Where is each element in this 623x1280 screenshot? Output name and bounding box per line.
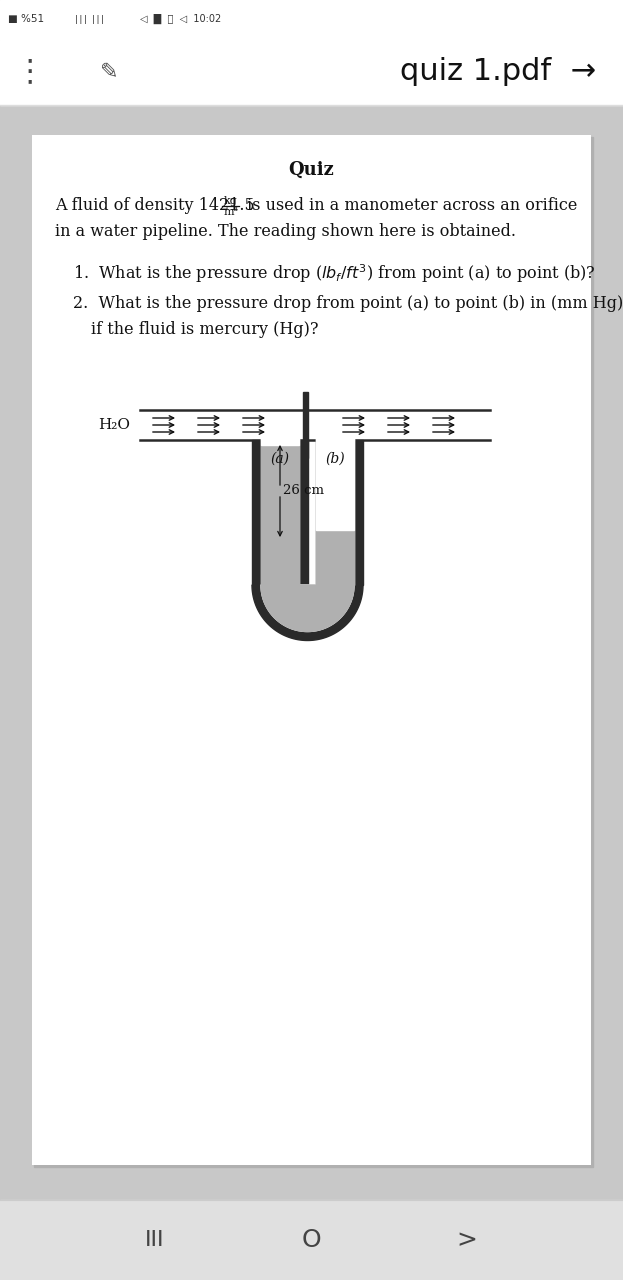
Text: is used in a manometer across an orifice: is used in a manometer across an orifice — [242, 197, 577, 215]
Bar — [316, 438, 354, 585]
Text: III: III — [145, 1230, 164, 1251]
Bar — [0, 1201, 623, 1280]
Bar — [140, 410, 490, 440]
Bar — [52, 61, 74, 84]
Bar — [32, 134, 591, 1165]
Text: ⋮: ⋮ — [14, 58, 44, 87]
Bar — [316, 530, 354, 585]
Text: m³: m³ — [224, 207, 239, 218]
Text: in a water pipeline. The reading shown here is obtained.: in a water pipeline. The reading shown h… — [55, 224, 516, 241]
Polygon shape — [252, 585, 363, 640]
Text: 2.  What is the pressure drop from point (a) to point (b) in (mm Hg): 2. What is the pressure drop from point … — [73, 296, 623, 312]
Bar — [34, 137, 593, 1167]
Text: ✎: ✎ — [100, 61, 118, 82]
Text: ■ %51: ■ %51 — [8, 14, 44, 24]
Bar — [0, 40, 623, 105]
Bar — [0, 0, 623, 40]
Text: O: O — [301, 1228, 321, 1252]
Bar — [316, 436, 354, 440]
Text: quiz 1.pdf  →: quiz 1.pdf → — [400, 58, 596, 87]
Text: 26 cm: 26 cm — [283, 485, 324, 498]
Bar — [316, 440, 354, 530]
Bar — [354, 440, 363, 585]
Polygon shape — [261, 585, 354, 631]
Bar — [316, 440, 325, 585]
Bar — [299, 440, 308, 585]
Bar — [303, 392, 308, 458]
Polygon shape — [261, 585, 354, 631]
Text: 1.  What is the pressure drop ($\mathit{lb_f/ft^3}$) from point (a) to point (b): 1. What is the pressure drop ($\mathit{l… — [73, 262, 596, 285]
Text: (b): (b) — [325, 452, 345, 466]
Text: H₂O: H₂O — [98, 419, 130, 431]
Text: ◁  █  ⏰  ◁  10:02: ◁ █ ⏰ ◁ 10:02 — [140, 14, 221, 24]
Bar — [261, 440, 299, 445]
Bar — [252, 440, 261, 585]
Text: (a): (a) — [270, 452, 290, 466]
Text: | | |  | | |: | | | | | | — [75, 14, 104, 23]
Bar — [261, 445, 299, 585]
Text: >: > — [457, 1228, 477, 1252]
Bar — [261, 436, 299, 440]
Text: kg: kg — [224, 196, 237, 206]
Text: Quiz: Quiz — [288, 161, 335, 179]
Text: if the fluid is mercury (Hg)?: if the fluid is mercury (Hg)? — [91, 321, 318, 338]
Text: A fluid of density 1421.5: A fluid of density 1421.5 — [55, 197, 260, 215]
Bar — [261, 438, 299, 585]
